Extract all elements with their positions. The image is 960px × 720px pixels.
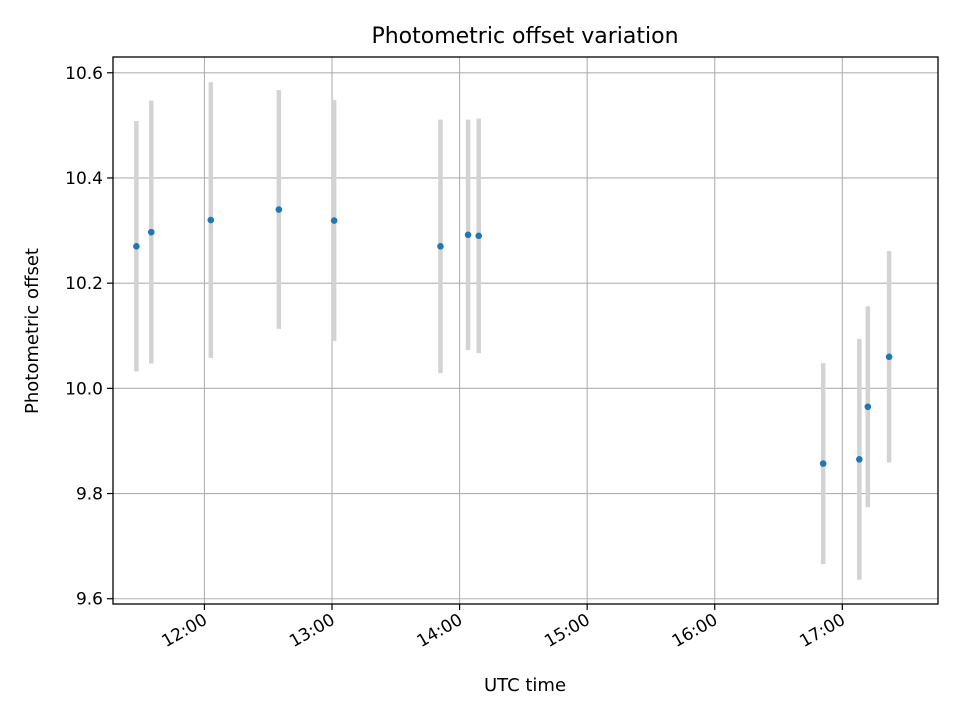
y-tick-label: 9.8 xyxy=(76,485,103,505)
y-tick-label: 10.0 xyxy=(65,379,103,399)
data-point xyxy=(147,228,155,236)
data-point xyxy=(864,403,872,411)
plot-frame xyxy=(112,56,939,605)
data-point xyxy=(275,206,283,213)
data-point xyxy=(464,231,472,239)
data-point xyxy=(330,217,338,224)
data-point xyxy=(856,456,863,463)
chart-title: Photometric offset variation xyxy=(371,24,678,49)
data-point xyxy=(133,243,140,250)
data-points xyxy=(133,206,893,467)
data-point xyxy=(475,232,483,240)
y-axis-label: Photometric offset xyxy=(22,248,43,414)
data-point xyxy=(885,353,893,361)
data-point xyxy=(207,216,215,224)
data-point xyxy=(819,460,827,467)
y-tick-label: 9.6 xyxy=(76,590,103,610)
y-tick-label: 10.4 xyxy=(65,169,103,189)
data-point xyxy=(437,243,444,250)
grid xyxy=(113,57,938,604)
y-tick-label: 10.2 xyxy=(65,274,103,294)
y-tick-label: 10.6 xyxy=(65,64,103,84)
y-axis-ticks: 9.6 9.8 10.0 10.2 10.4 10.6 xyxy=(65,64,113,610)
x-axis-label: UTC time xyxy=(484,675,566,696)
